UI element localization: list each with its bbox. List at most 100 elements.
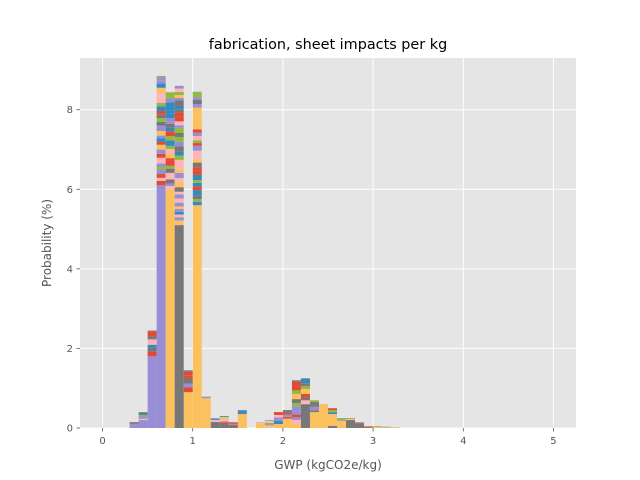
histogram-stack-segment <box>147 331 157 337</box>
histogram-stack-segment <box>201 397 211 399</box>
histogram-stack-segment <box>165 136 175 141</box>
histogram-stack-segment <box>174 100 184 106</box>
x-tick-label: 3 <box>370 436 376 447</box>
histogram-stack-segment <box>255 422 265 424</box>
histogram-stack-segment <box>174 146 184 152</box>
histogram-stack-segment <box>228 425 238 427</box>
histogram-stack-segment <box>174 98 184 101</box>
histogram-stack-segment <box>165 118 175 122</box>
histogram-stack-segment <box>192 195 202 200</box>
histogram-stack-segment <box>156 163 166 168</box>
histogram-stack-segment <box>282 414 292 417</box>
histogram-stack-segment <box>291 406 301 410</box>
histogram-stack-segment <box>291 402 301 407</box>
histogram-stack-segment <box>273 412 283 415</box>
histogram-bar <box>328 426 338 428</box>
y-axis-ticks: 0 2 4 6 8 <box>67 105 80 435</box>
histogram-stack-segment <box>165 168 175 173</box>
y-axis-label: Probability (%) <box>40 199 54 287</box>
histogram-stack-segment <box>192 159 202 163</box>
histogram-stack-segment <box>156 169 166 175</box>
histogram-stack-segment <box>192 115 202 120</box>
histogram-stack-segment <box>346 419 356 421</box>
histogram-stack-segment <box>165 179 175 184</box>
histogram-bar <box>309 412 319 428</box>
histogram-bar <box>228 426 238 428</box>
histogram-stack-segment <box>219 421 229 423</box>
histogram-stack-segment <box>156 121 166 126</box>
histogram-stack-segment <box>138 414 148 417</box>
histogram-stack-segment <box>165 172 175 177</box>
histogram-stack-segment <box>291 399 301 403</box>
histogram-stack-segment <box>165 186 175 190</box>
histogram-bar <box>391 427 401 428</box>
histogram-stack-segment <box>129 423 139 425</box>
histogram-stack-segment <box>174 88 184 92</box>
histogram-stack-segment <box>355 423 365 425</box>
histogram-stack-segment <box>328 410 338 413</box>
histogram-stack-segment <box>156 97 166 103</box>
histogram-stack-segment <box>309 404 319 407</box>
histogram-stack-segment <box>156 118 166 122</box>
histogram-stack-segment <box>165 113 175 119</box>
histogram-stack-segment <box>174 198 184 203</box>
histogram-stack-segment <box>192 145 202 151</box>
chart-title: fabrication, sheet impacts per kg <box>209 37 447 53</box>
histogram-stack-segment <box>165 98 175 103</box>
x-axis-label: GWP (kgCO2e/kg) <box>274 458 382 472</box>
histogram-stack-segment <box>183 383 193 388</box>
histogram-stack-segment <box>156 180 166 186</box>
x-tick-label: 5 <box>550 436 556 447</box>
histogram-stack-segment <box>147 336 157 340</box>
histogram-stack-segment <box>291 393 301 400</box>
histogram-stack-segment <box>337 419 347 421</box>
histogram-stack-segment <box>156 83 166 88</box>
histogram-stack-segment <box>165 142 175 146</box>
histogram-stack-segment <box>192 186 202 191</box>
histogram-stack-segment <box>156 138 166 142</box>
histogram-stack-segment <box>174 91 184 96</box>
histogram-stack-segment <box>364 426 374 428</box>
histogram-stack-segment <box>165 165 175 169</box>
histogram-stack-segment <box>192 97 202 100</box>
histogram-stack-segment <box>337 420 347 423</box>
histogram-stack-segment <box>192 143 202 146</box>
histogram-bar <box>291 424 301 428</box>
histogram-stack-segment <box>183 387 193 393</box>
histogram-stack-segment <box>174 220 184 226</box>
histogram-stack-segment <box>300 378 310 384</box>
histogram-stack-segment <box>192 201 202 206</box>
histogram-stack-segment <box>273 414 283 418</box>
histogram-stack-segment <box>192 129 202 133</box>
histogram-stack-segment <box>174 187 184 192</box>
histogram-stack-segment <box>156 114 166 119</box>
histogram-stack-segment <box>174 181 184 188</box>
histogram-bar <box>147 356 157 428</box>
histogram-stack-segment <box>300 383 310 386</box>
histogram-stack-segment <box>264 422 274 426</box>
histogram-stack-segment <box>291 381 301 387</box>
histogram-stack-segment <box>174 121 184 126</box>
histogram-stack-segment <box>156 153 166 158</box>
histogram-stack-segment <box>192 190 202 196</box>
histogram-stack-segment <box>174 127 184 134</box>
histogram-stack-segment <box>183 378 193 384</box>
histogram-stack-segment <box>156 157 166 161</box>
histogram-stack-segment <box>174 141 184 147</box>
histogram-stack-segment <box>156 110 166 115</box>
histogram-bar <box>273 424 283 428</box>
histogram-stack-segment <box>174 214 184 218</box>
histogram-stack-segment <box>192 135 202 141</box>
histogram-stack-segment <box>174 133 184 137</box>
histogram-stack-segment <box>300 388 310 394</box>
histogram-bar <box>201 398 211 428</box>
histogram-bar <box>210 422 220 428</box>
histogram-stack-segment <box>192 170 202 175</box>
histogram-stack-segment <box>219 416 229 420</box>
histogram-stack-segment <box>309 406 319 411</box>
x-tick-label: 4 <box>460 436 466 447</box>
y-tick-label: 8 <box>67 105 73 116</box>
histogram-stack-segment <box>255 423 265 425</box>
histogram-stack-segment <box>156 177 166 181</box>
x-axis-ticks: 0 1 2 3 4 5 <box>99 428 557 447</box>
